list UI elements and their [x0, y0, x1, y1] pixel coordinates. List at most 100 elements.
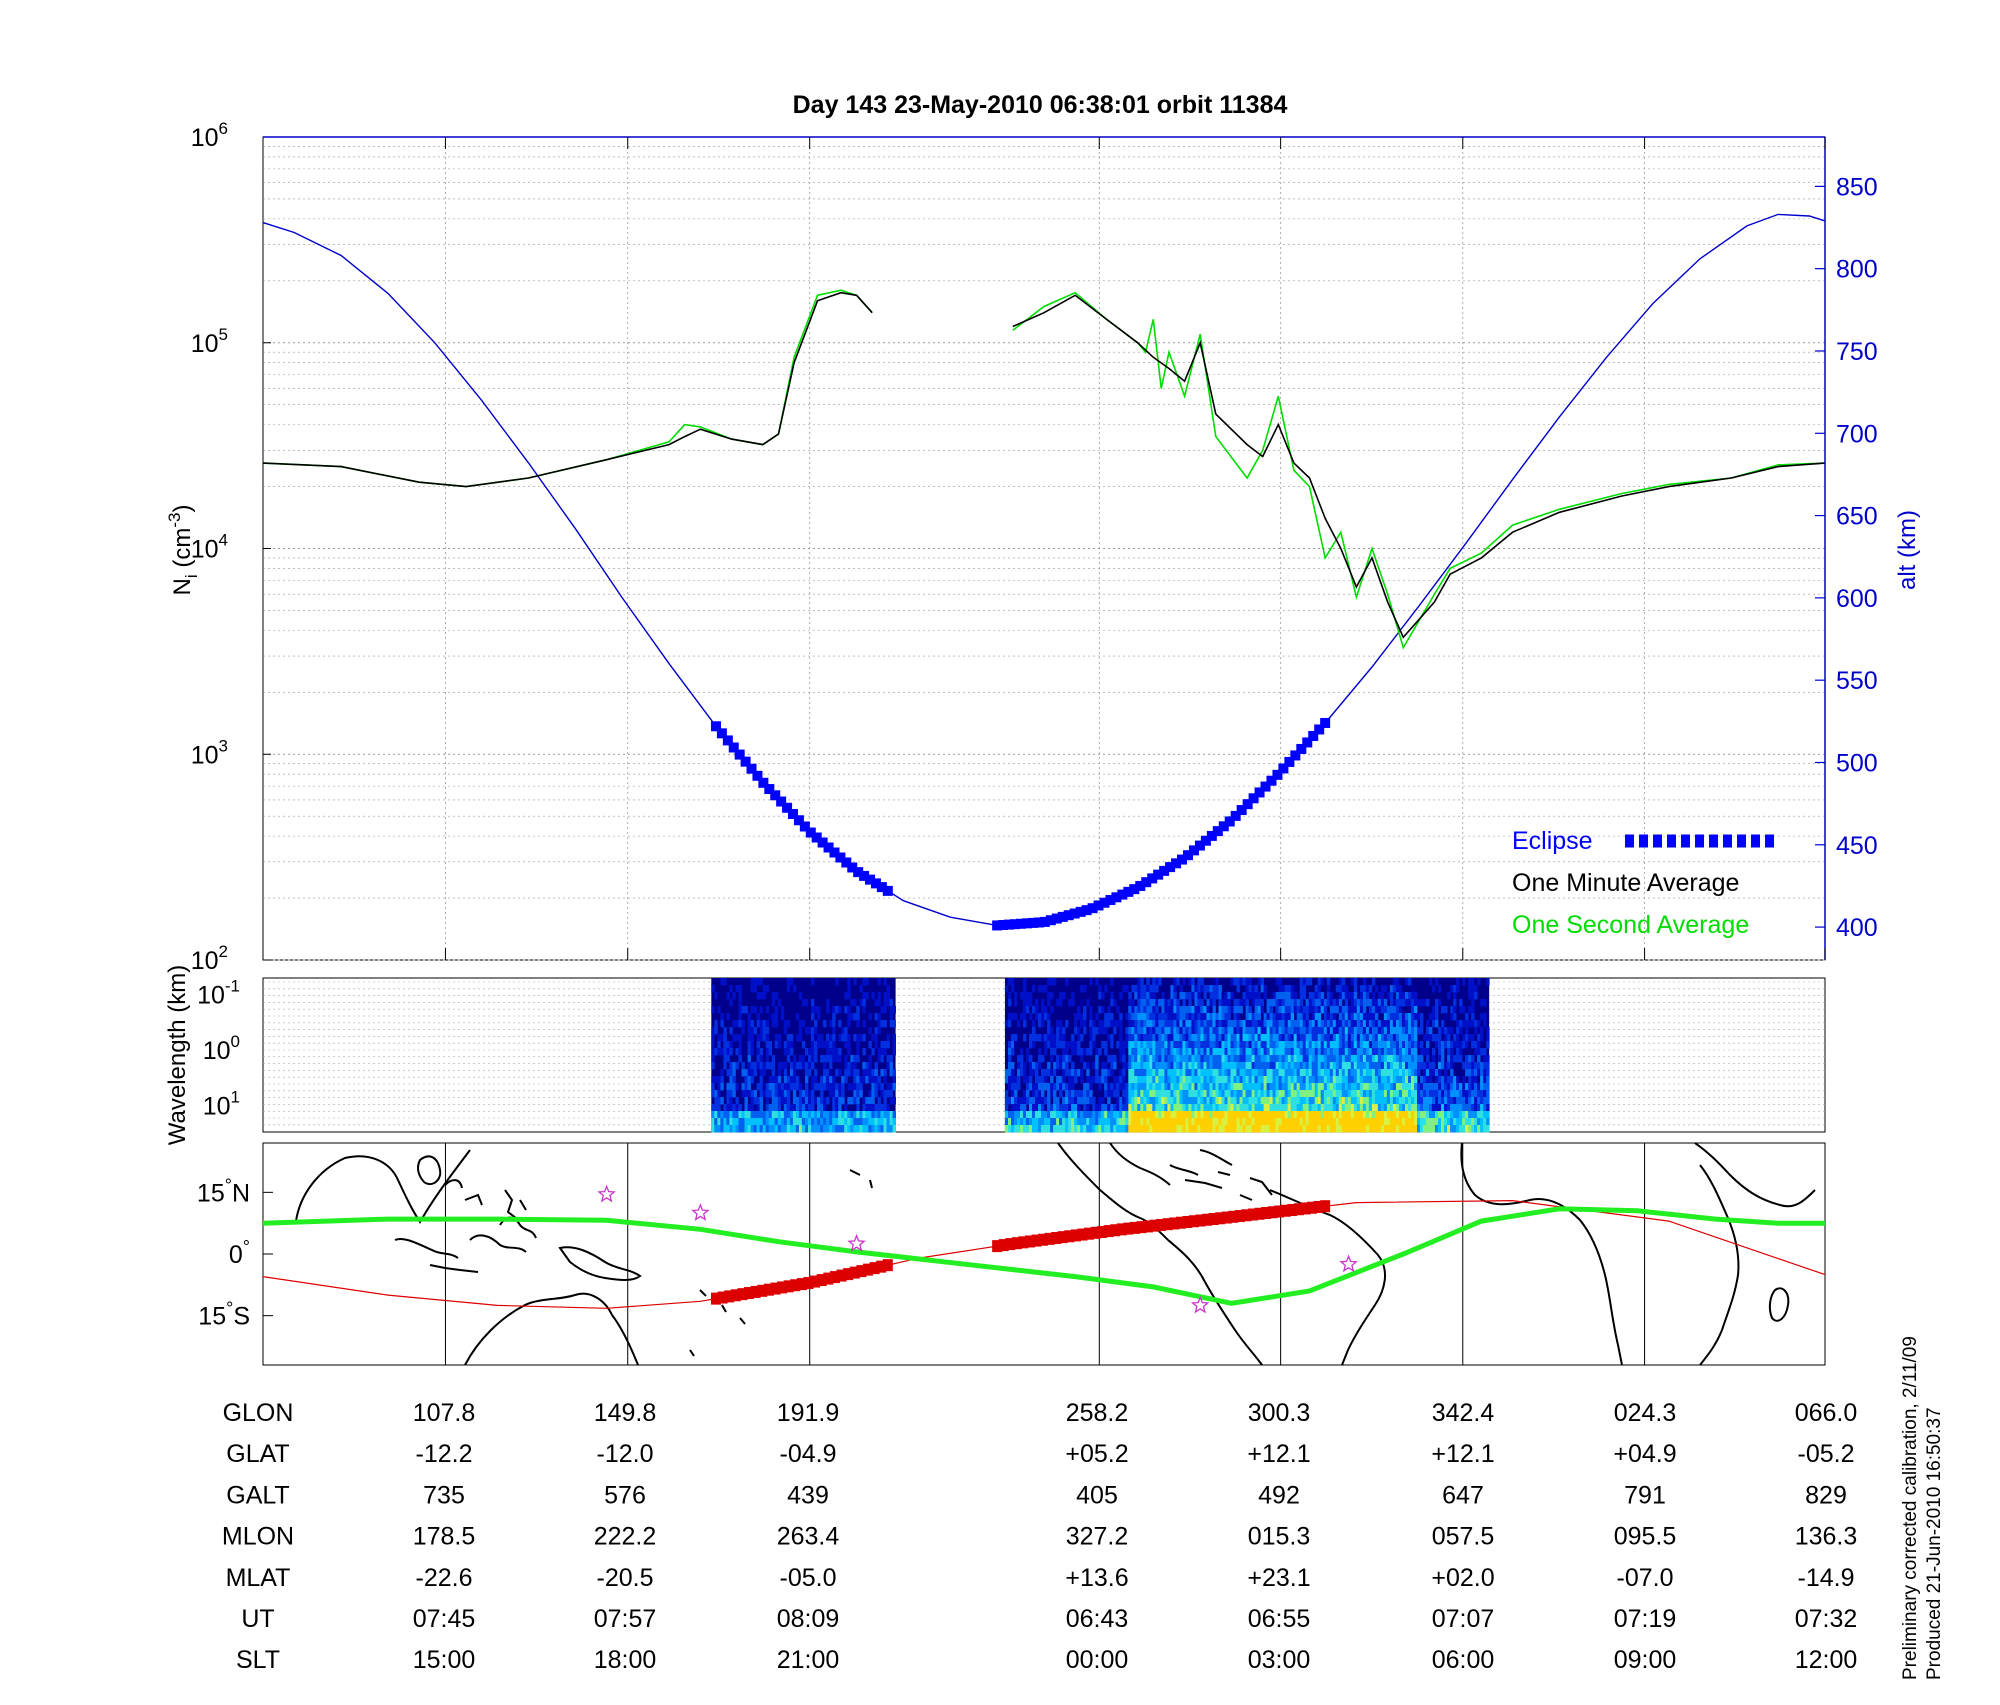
map-y-tick-label: 15°S — [198, 1299, 250, 1331]
spectrogram-cell — [1332, 1069, 1337, 1077]
spectrogram-cell — [1441, 1125, 1445, 1133]
spectrogram-cell — [1389, 1055, 1394, 1063]
spectrogram-cell — [1176, 1034, 1180, 1042]
spectrogram-cell — [1176, 1097, 1180, 1105]
spectrogram-cell — [1191, 1090, 1195, 1098]
spectrogram-cell — [789, 1041, 794, 1049]
spectrogram-cell — [1429, 1062, 1433, 1070]
spectrogram-cell — [1480, 1125, 1484, 1133]
spectrogram-cell — [1239, 1055, 1243, 1063]
spectrogram-cell — [1468, 992, 1472, 1000]
spectrogram-cell — [1140, 1125, 1144, 1133]
spectrogram-cell — [1275, 1118, 1279, 1126]
spectrogram-cell — [1245, 1083, 1249, 1091]
spectrogram-cell — [1029, 1111, 1033, 1119]
spectrogram-cell — [1194, 1020, 1198, 1028]
spectrogram-cell — [1215, 1090, 1219, 1098]
spectrogram-cell — [762, 1027, 767, 1035]
map-eclipse-marker — [1261, 1207, 1272, 1220]
spectrogram-cell — [1344, 1069, 1349, 1077]
spectrogram-cell — [1004, 1090, 1009, 1098]
spectrogram-cell — [1140, 1076, 1144, 1084]
spectrogram-cell — [1281, 1083, 1285, 1091]
spectrogram-cell — [823, 1083, 827, 1091]
spectrogram-cell — [1188, 1048, 1192, 1056]
spectrogram-cell — [1350, 1097, 1355, 1105]
altitude-y-tick-label: 700 — [1836, 420, 1878, 448]
map-eclipse-marker — [1031, 1234, 1042, 1247]
spectrogram-cell — [1212, 1013, 1216, 1021]
spectrogram-cell — [1356, 1013, 1361, 1021]
spectrogram-cell — [1411, 1062, 1415, 1070]
spectrogram-cell — [1299, 1062, 1304, 1070]
spectrogram-cell — [1462, 1076, 1466, 1084]
spectrogram-cell — [1158, 1034, 1162, 1042]
spectrogram-cell — [1317, 1118, 1322, 1126]
spectrogram-cell — [1137, 1076, 1141, 1084]
spectrogram-cell — [1098, 1020, 1102, 1028]
spectrogram-cell — [1483, 1083, 1487, 1091]
spectrogram-cell — [1341, 1090, 1346, 1098]
spectrogram-cell — [1233, 1006, 1237, 1014]
spectrogram-cell — [1227, 1027, 1231, 1035]
spectrogram-cell — [711, 1006, 715, 1014]
spectrogram-cell — [1335, 1125, 1340, 1133]
spectrogram-cell — [1071, 1125, 1075, 1133]
spectrogram-cell — [774, 992, 779, 1000]
spectrogram-cell — [1230, 1076, 1234, 1084]
spectrogram-cell — [1287, 1111, 1292, 1119]
spectrogram-cell — [1281, 1034, 1285, 1042]
spectrogram-cell — [726, 1118, 730, 1126]
spectrogram-cell — [1362, 1097, 1367, 1105]
spectrogram-cell — [1462, 1062, 1466, 1070]
spectrogram-cell — [1287, 1055, 1292, 1063]
spectrogram-cell — [1299, 1090, 1304, 1098]
spectrogram-cell — [762, 1125, 767, 1133]
spectrogram-cell — [1104, 1069, 1108, 1077]
spectrogram-cell — [1047, 978, 1051, 986]
spectrogram-cell — [1426, 1041, 1430, 1049]
spectrogram-cell — [1004, 1125, 1009, 1133]
spectrogram-cell — [1233, 1076, 1237, 1084]
map-eclipse-marker — [737, 1288, 748, 1301]
spectrogram-cell — [1257, 1083, 1261, 1091]
spectrogram-cell — [1287, 1020, 1292, 1028]
spectrogram-cell — [1137, 978, 1141, 986]
map-eclipse-marker — [1320, 1200, 1331, 1213]
spectrogram-cell — [1453, 1055, 1457, 1063]
spectrogram-cell — [1426, 1097, 1430, 1105]
spectrogram-cell — [774, 1118, 779, 1126]
spectrogram-cell — [859, 1076, 863, 1084]
spectrogram-cell — [1119, 1020, 1123, 1028]
spectrogram-cell — [886, 999, 890, 1007]
spectrogram-cell — [1173, 1041, 1177, 1049]
spectrogram-cell — [1438, 1111, 1442, 1119]
spectrogram-cell — [1395, 1006, 1400, 1014]
spectrogram-cell — [1471, 1111, 1475, 1119]
spectrogram-cell — [1317, 1020, 1322, 1028]
spectrogram-cell — [1432, 1097, 1436, 1105]
spectrogram-cell — [789, 1104, 794, 1112]
spectrogram-cell — [853, 999, 857, 1007]
spectrogram-cell — [1293, 1104, 1298, 1112]
spectrogram-cell — [1179, 1125, 1183, 1133]
spectrogram-cell — [1341, 1111, 1346, 1119]
spectrogram-cell — [1032, 1097, 1036, 1105]
spectrogram-cell — [880, 1111, 884, 1119]
spectrogram-cell — [1056, 1118, 1060, 1126]
map-eclipse-marker — [1051, 1232, 1062, 1245]
spectrogram-cell — [1423, 1069, 1427, 1077]
spectrogram-cell — [832, 1048, 836, 1056]
spectrogram-cell — [1134, 985, 1138, 993]
eclipse-marker — [1093, 900, 1104, 911]
spectrogram-cell — [1173, 1006, 1177, 1014]
spectrogram-cell — [1047, 1062, 1051, 1070]
spectrogram-cell — [1236, 1041, 1240, 1049]
spectrogram-cell — [1215, 1083, 1219, 1091]
spectrogram-cell — [1423, 1097, 1427, 1105]
spectrogram-cell — [1284, 1090, 1289, 1098]
spectrogram-cell — [1023, 1111, 1027, 1119]
spectrogram-cell — [1423, 1090, 1427, 1098]
spectrogram-cell — [1215, 1097, 1219, 1105]
map-eclipse-marker — [1038, 1233, 1049, 1246]
